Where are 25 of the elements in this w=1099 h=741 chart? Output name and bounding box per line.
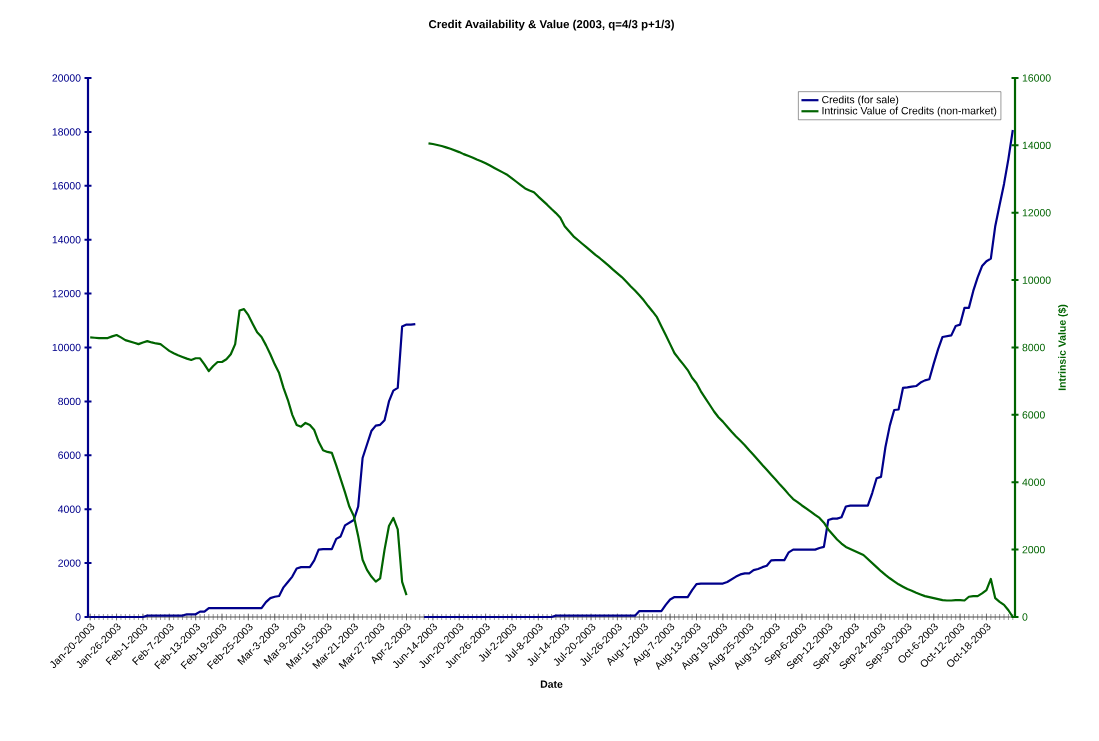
chart-title: Credit Availability & Value (2003, q=4/3 p+1/3) (428, 19, 674, 31)
y-tick-label: 16000 (52, 182, 81, 190)
y-tick-label: 12000 (52, 289, 81, 298)
y2-tick-label: 14000 (1022, 141, 1051, 150)
y2-tick-label: 0 (1022, 613, 1028, 621)
y2-tick-label: 12000 (1022, 209, 1051, 217)
y-tick-label: 10000 (52, 343, 81, 352)
y2-tick-label: 16000 (1022, 74, 1051, 82)
y2-tick-label: 6000 (1022, 411, 1045, 419)
y-tick-label: 2000 (58, 559, 81, 567)
y-tick-label: 20000 (52, 74, 81, 82)
y2-axis-title: Intrinsic Value ($) (1057, 304, 1068, 391)
y2-tick-label: 10000 (1022, 276, 1051, 284)
y2-tick-label: 4000 (1022, 478, 1045, 486)
legend-label: Intrinsic Value of Credits (non-market) (822, 106, 997, 117)
y-tick-label: 4000 (57, 505, 81, 513)
y-tick-label: 14000 (52, 236, 81, 244)
x-axis-title: Date (540, 680, 563, 688)
y2-tick-label: 8000 (1022, 343, 1045, 352)
legend-label: Credits (for sale) (822, 95, 899, 106)
y2-tick-label: 2000 (1022, 545, 1045, 554)
y-tick-label: 0 (75, 613, 81, 621)
y-tick-label: 6000 (58, 451, 81, 460)
y-tick-label: 18000 (52, 128, 81, 136)
y-tick-label: 8000 (58, 397, 81, 406)
